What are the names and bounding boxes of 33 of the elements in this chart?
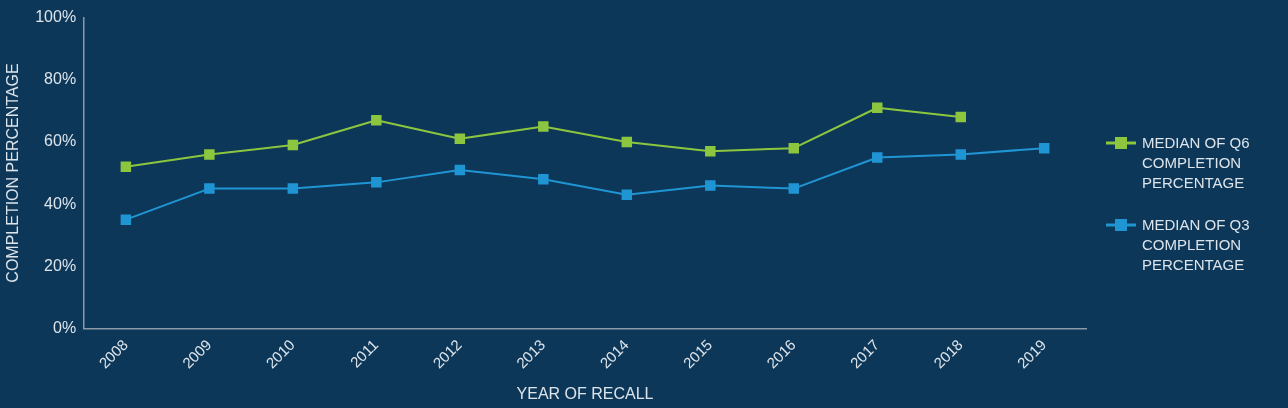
point xyxy=(788,183,800,194)
y-axis-title: COMPLETION PERCENTAGE xyxy=(4,63,22,283)
y-tick-label: 80% xyxy=(44,70,77,88)
point xyxy=(788,142,800,154)
point xyxy=(538,121,549,132)
x-axis-title: YEAR OF RECALL xyxy=(516,384,654,402)
point xyxy=(621,189,633,201)
point xyxy=(955,149,967,160)
y-tick-label: 60% xyxy=(44,132,77,150)
point xyxy=(120,214,132,225)
point xyxy=(872,102,883,113)
y-tick-label: 40% xyxy=(44,194,77,212)
point xyxy=(705,180,716,191)
point xyxy=(454,133,466,145)
point xyxy=(120,161,132,173)
legend-label: MEDIAN OF Q3 COMPLETION PERCENTAGE xyxy=(1142,215,1251,275)
point xyxy=(621,136,633,148)
point xyxy=(371,114,382,126)
point xyxy=(955,111,967,123)
point xyxy=(1039,142,1050,154)
point xyxy=(371,177,382,188)
y-tick-label: 100% xyxy=(35,8,77,26)
point xyxy=(705,146,716,157)
point xyxy=(538,174,549,185)
y-tick-label: 20% xyxy=(44,256,77,274)
legend-label: MEDIAN OF Q6 COMPLETION PERCENTAGE xyxy=(1142,133,1251,193)
point xyxy=(204,149,215,160)
point xyxy=(204,183,215,194)
point xyxy=(872,152,883,163)
point xyxy=(454,164,466,176)
point xyxy=(287,139,299,151)
point xyxy=(287,183,299,194)
y-tick-label: 0% xyxy=(53,318,77,336)
